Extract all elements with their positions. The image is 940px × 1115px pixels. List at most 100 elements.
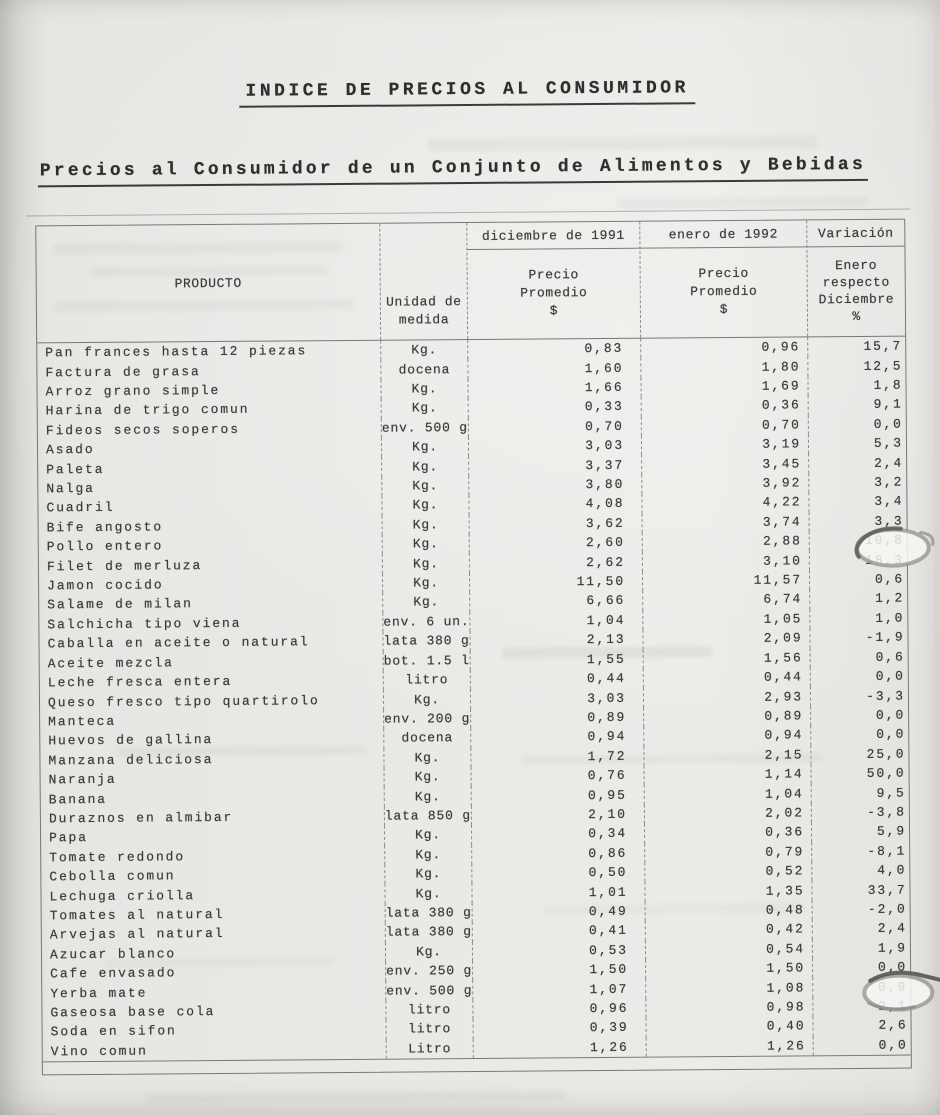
cell-product: Soda en sifon bbox=[50, 1023, 177, 1040]
cell-product: Jamon cocido bbox=[47, 577, 164, 594]
cell-variation: 0,6 bbox=[809, 647, 908, 668]
cell-december-price: 2,60 bbox=[468, 532, 642, 554]
cell-december-price: 1,01 bbox=[471, 882, 645, 903]
cell-product: Aceite mezcla bbox=[47, 655, 174, 672]
cell-december-price: 3,62 bbox=[468, 513, 642, 535]
document-subtitle-text: Precios al Consumidor de un Conjunto de … bbox=[37, 154, 869, 188]
cell-product: Yerba mate bbox=[50, 985, 148, 1001]
cell-december-price: 0,53 bbox=[471, 940, 646, 961]
cell-january-price: 1,08 bbox=[645, 977, 813, 999]
table-header: PRODUCTO Unidad de medida diciembre de 1… bbox=[36, 219, 906, 344]
cell-unit: Kg. bbox=[381, 534, 469, 555]
cell-product: Pollo entero bbox=[46, 538, 164, 555]
cell-december-price: 1,07 bbox=[472, 979, 646, 1000]
cell-december-price: 11,50 bbox=[468, 571, 643, 593]
cell-variation: 1,8 bbox=[807, 375, 906, 396]
cell-january-price: 1,26 bbox=[645, 1035, 813, 1057]
cell-product: Filet de merluza bbox=[46, 557, 203, 574]
cell-variation: -3,3 bbox=[809, 685, 909, 707]
cell-product: Salame de milan bbox=[47, 596, 193, 613]
variation-label-percent: % bbox=[852, 308, 861, 324]
cell-january-price: 3,74 bbox=[641, 511, 809, 533]
header-unit-line1: Unidad de bbox=[385, 294, 462, 310]
cell-unit: Kg. bbox=[381, 456, 469, 477]
cell-unit: docena bbox=[383, 728, 471, 749]
cell-product: Duraznos en almibar bbox=[48, 809, 234, 827]
price-label-currency: $ bbox=[719, 301, 729, 318]
cell-december-price: 0,95 bbox=[470, 784, 644, 806]
cell-product: Pan frances hasta 12 piezas bbox=[45, 343, 308, 361]
cell-variation: 0,6 bbox=[808, 569, 908, 590]
cell-product: Cuadril bbox=[46, 500, 115, 516]
cell-unit: Kg. bbox=[380, 378, 468, 399]
variation-label-line2: Enero bbox=[835, 257, 878, 274]
cell-december-price: 0,49 bbox=[471, 901, 645, 923]
cell-unit: Kg. bbox=[382, 689, 471, 710]
cell-variation: 0,0 bbox=[812, 957, 911, 978]
cell-variation: 0,0 bbox=[812, 1035, 911, 1056]
cell-january-price: 2,15 bbox=[643, 744, 811, 766]
cell-variation: 0,9 bbox=[812, 976, 911, 998]
cell-variation: 3,2 bbox=[808, 472, 907, 493]
cell-product: Banana bbox=[48, 791, 108, 807]
cell-variation: 50,0 bbox=[810, 763, 909, 784]
cell-december-price: 1,55 bbox=[469, 649, 643, 670]
cell-unit: Kg. bbox=[380, 340, 468, 361]
header-unit-line2: medida bbox=[398, 312, 450, 328]
cell-unit: Kg. bbox=[381, 495, 469, 516]
cell-january-price: 11,57 bbox=[641, 570, 810, 591]
cell-january-price: 0,94 bbox=[643, 725, 811, 747]
cell-product: Fideos secos soperos bbox=[45, 421, 240, 439]
cell-variation: 18,3 bbox=[808, 550, 907, 571]
cell-december-price: 1,72 bbox=[470, 746, 644, 767]
cell-product: Paleta bbox=[46, 461, 105, 477]
cell-unit: Kg. bbox=[383, 825, 472, 846]
cell-unit: Kg. bbox=[384, 883, 472, 904]
cell-unit: Kg. bbox=[384, 863, 472, 885]
header-january-column: enero de 1992 Precio Promedio $ bbox=[639, 220, 808, 338]
cell-unit: litro bbox=[385, 1019, 473, 1040]
cell-product: Vino comun bbox=[50, 1043, 148, 1060]
cell-january-price: 4,22 bbox=[641, 492, 809, 514]
cell-january-price: 0,79 bbox=[644, 841, 812, 863]
cell-january-price: 0,98 bbox=[645, 997, 813, 1018]
cell-unit: Kg. bbox=[384, 941, 473, 962]
cell-variation: 12,5 bbox=[807, 355, 906, 377]
cell-variation: 0,0 bbox=[809, 666, 908, 687]
cell-december-price: 0,39 bbox=[472, 1017, 646, 1039]
cell-january-price: 1,14 bbox=[643, 764, 811, 785]
header-january-period-label: enero de 1992 bbox=[668, 226, 779, 242]
cell-january-price: 0,70 bbox=[640, 414, 808, 436]
cell-variation: 0,0 bbox=[810, 705, 909, 726]
cell-variation: -3,8 bbox=[810, 802, 909, 823]
price-label-currency: $ bbox=[549, 303, 559, 319]
cell-december-price: 0,86 bbox=[471, 843, 645, 864]
header-product-label: PRODUCTO bbox=[174, 275, 242, 291]
table-body: Pan frances hasta 12 piezas Kg. 0,83 0,96 15… bbox=[37, 336, 911, 1063]
cell-december-price: 1,66 bbox=[467, 377, 641, 399]
cell-unit: Kg. bbox=[380, 398, 468, 419]
cell-variation: 10,8 bbox=[808, 530, 907, 551]
cell-product: Tomates al natural bbox=[49, 906, 225, 924]
cell-unit: Kg. bbox=[383, 786, 471, 807]
price-label-line2: Promedio bbox=[690, 283, 758, 300]
variation-label-line1: Variación bbox=[817, 225, 894, 241]
cell-january-price: 1,04 bbox=[643, 783, 811, 805]
document-title: INDICE DE PRECIOS AL CONSUMIDOR bbox=[0, 76, 937, 109]
cell-variation: 9,5 bbox=[810, 782, 909, 804]
cell-december-price: 0,70 bbox=[467, 416, 641, 438]
cell-january-price: 2,88 bbox=[641, 531, 809, 553]
cell-january-price: 2,93 bbox=[642, 686, 811, 708]
cell-variation: 0,0 bbox=[807, 414, 906, 435]
cell-variation: 33,7 bbox=[811, 879, 910, 901]
document-subtitle: Precios al Consumidor de un Conjunto de … bbox=[37, 154, 898, 188]
cell-unit: env. 6 un. bbox=[382, 611, 470, 632]
header-unit: Unidad de medida bbox=[379, 223, 468, 340]
cell-product: Lechuga criolla bbox=[49, 887, 196, 904]
cell-unit: bot. 1.5 l bbox=[382, 650, 470, 671]
cell-variation: 1,0 bbox=[809, 608, 908, 629]
cell-unit: Kg. bbox=[381, 572, 470, 593]
cell-variation: 2,1 bbox=[812, 996, 911, 1017]
cell-unit: Kg. bbox=[383, 747, 471, 768]
